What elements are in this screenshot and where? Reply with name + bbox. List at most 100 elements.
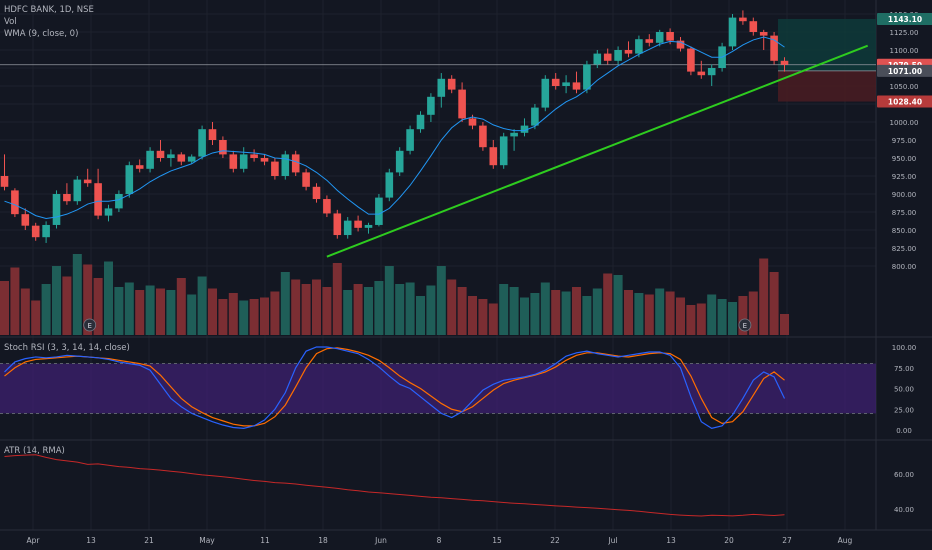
candle-body	[31, 225, 40, 238]
volume-bar	[239, 300, 249, 335]
candle-body	[697, 71, 706, 76]
price-tick-label: 875.00	[892, 209, 917, 217]
volume-bar	[374, 281, 384, 335]
candle	[187, 154, 196, 164]
candle	[333, 209, 342, 239]
candlesticks[interactable]	[0, 10, 789, 243]
candle	[260, 154, 269, 166]
stoch-band	[0, 363, 876, 414]
volume-bar	[291, 279, 301, 335]
price-tag-bg	[877, 12, 932, 25]
candle	[759, 29, 768, 50]
volume-bar	[135, 290, 145, 335]
volume-bar	[260, 297, 269, 335]
time-tick-label: Jul	[607, 536, 617, 545]
candle-body	[312, 186, 321, 200]
volume-bar	[197, 276, 207, 335]
volume-bar	[520, 297, 529, 335]
candle	[676, 37, 685, 52]
volume-bar	[10, 267, 20, 335]
candle-body	[489, 147, 498, 166]
earnings-marker-label: E	[87, 322, 91, 330]
candle	[562, 75, 570, 94]
price-tick-label: 800.00	[892, 263, 917, 271]
stoch-d-line	[4, 347, 785, 427]
volume-bar	[468, 296, 477, 335]
candle-body	[479, 125, 487, 148]
candle	[250, 149, 258, 162]
candle-body	[468, 118, 477, 126]
stoch-rsi-pane[interactable]	[0, 346, 876, 429]
candle-body	[499, 136, 508, 166]
trendline	[326, 44, 869, 258]
candle	[281, 150, 290, 180]
target-zone	[778, 18, 876, 71]
volume-bar	[676, 297, 685, 335]
candle-body	[666, 32, 674, 41]
candle-body	[780, 60, 789, 65]
candle	[489, 140, 498, 169]
candle-body	[219, 140, 227, 155]
volume-bar	[478, 299, 488, 335]
candle-body	[520, 125, 529, 133]
volume-bar	[395, 284, 405, 335]
time-tick-label: May	[199, 536, 215, 545]
volume-bar	[405, 282, 415, 335]
volume-bar	[624, 290, 633, 335]
candle-body	[83, 179, 92, 184]
stop-zone	[778, 70, 876, 102]
candle	[0, 154, 9, 191]
atr-tick-label: 40.00	[894, 506, 914, 514]
candle	[614, 46, 622, 65]
candle	[635, 35, 643, 58]
candle-body	[739, 17, 747, 22]
volume-bar	[83, 264, 93, 335]
candle-body	[416, 114, 425, 130]
volume-bar	[769, 272, 779, 335]
candle-body	[250, 154, 258, 158]
volume-legend: Vol	[4, 17, 17, 27]
candle-body	[395, 150, 404, 173]
volume-bar	[270, 291, 280, 335]
candle	[395, 147, 404, 176]
time-tick-label: Apr	[27, 536, 41, 545]
volume-bar	[696, 303, 706, 335]
candle-body	[11, 190, 19, 215]
candle	[229, 150, 238, 173]
price-tick-label: 975.00	[892, 137, 917, 145]
time-tick-label: 21	[144, 536, 154, 545]
candle-body	[676, 40, 685, 49]
time-tick-label: 13	[86, 536, 96, 545]
candle	[156, 140, 165, 162]
price-tick-label: 825.00	[892, 245, 917, 253]
atr-pane[interactable]	[4, 454, 785, 517]
candle	[375, 194, 383, 227]
volume-bar	[322, 287, 332, 335]
candle-body	[749, 21, 758, 32]
candle-body	[541, 78, 550, 108]
candle-body	[437, 78, 446, 97]
candle-body	[406, 129, 414, 151]
candle-body	[759, 32, 768, 36]
candle-body	[115, 194, 123, 209]
candle	[739, 10, 747, 25]
candle	[447, 75, 456, 94]
volume-bar	[416, 296, 425, 335]
stoch-k-line	[4, 346, 786, 429]
candle-body	[73, 179, 82, 202]
candle	[63, 183, 71, 205]
volume-bar	[166, 290, 176, 335]
candle	[572, 71, 581, 94]
wma-line	[4, 36, 785, 219]
candle	[364, 222, 373, 234]
price-tag-text: 1028.40	[888, 98, 922, 107]
volume-bar	[301, 284, 311, 335]
price-tick-label: 1000.00	[890, 119, 919, 127]
candle	[458, 82, 466, 122]
candle	[603, 48, 612, 65]
candle-body	[728, 17, 737, 47]
volume-bar	[686, 305, 696, 335]
candle	[291, 150, 300, 176]
